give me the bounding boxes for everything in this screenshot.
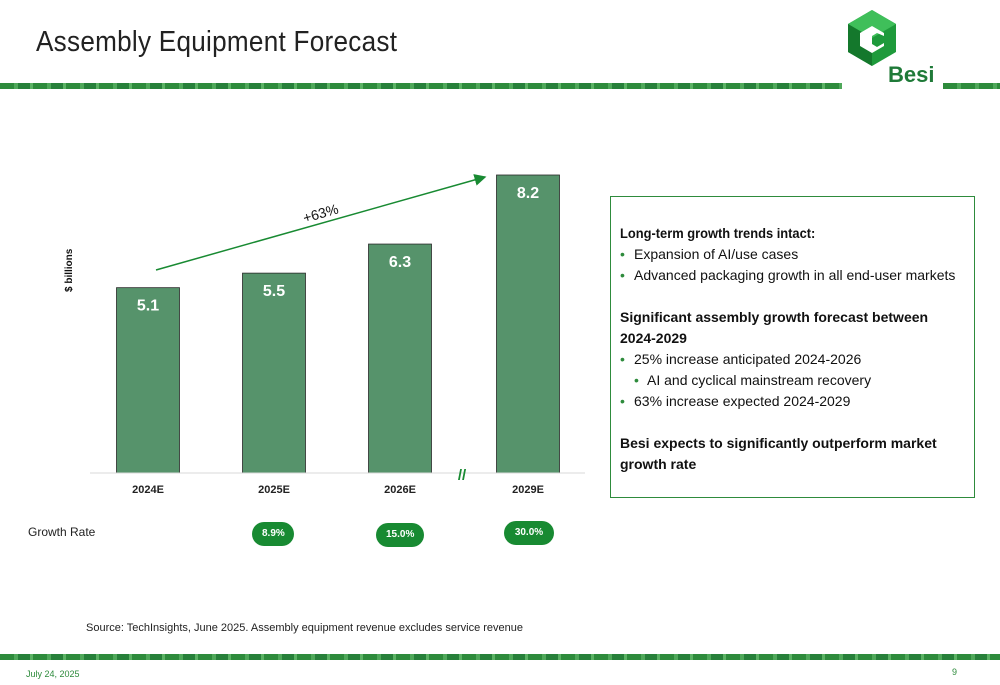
bar-value-label: 5.5	[263, 283, 285, 300]
key-point-bullet: Expansion of AI/use cases	[620, 244, 966, 265]
bar-2024E	[116, 287, 180, 474]
key-point-bullet: 25% increase anticipated 2024-2026	[620, 349, 966, 370]
bar-value-label: 5.1	[137, 298, 159, 315]
key-point-bullet: Advanced packaging growth in all end-use…	[620, 265, 966, 286]
top-divider-stripe-right	[943, 83, 1000, 89]
source-note: Source: TechInsights, June 2025. Assembl…	[86, 622, 523, 634]
bar-2029E	[496, 174, 560, 474]
x-tick-label: 2029E	[512, 484, 544, 496]
key-points-heading-forecast: Significant assembly growth forecast bet…	[620, 309, 929, 346]
growth-rate-pill-2029: 30.0%	[504, 521, 554, 545]
growth-rate-pill-2025: 8.9%	[252, 522, 294, 546]
x-tick-label: 2025E	[258, 484, 290, 496]
axis-break-mark: //	[458, 467, 467, 484]
y-axis-label: $ billions	[64, 248, 75, 292]
bar-value-label: 8.2	[517, 185, 539, 202]
slide-title: Assembly Equipment Forecast	[36, 26, 398, 58]
key-points-box: Long-term growth trends intact: Expansio…	[610, 196, 975, 498]
growth-rate-pill-2026: 15.0%	[376, 523, 424, 547]
forecast-bar-chart: 5.1 5.5 6.3 8.2 2024E 2025E 2026E 2029E +63% /…	[90, 174, 585, 496]
key-points-heading-outperform: Besi expects to significantly outperform…	[620, 435, 937, 472]
trend-label: +63%	[301, 201, 340, 226]
page-number: 9	[952, 667, 958, 677]
key-points-heading-trends: Long-term growth trends intact:	[620, 225, 816, 241]
besi-logo-icon	[848, 10, 896, 66]
key-point-sub-bullet: AI and cyclical mainstream recovery	[620, 370, 966, 391]
top-divider-stripe	[0, 83, 842, 89]
brand-name: Besi	[888, 62, 935, 87]
x-tick-label: 2024E	[132, 484, 164, 496]
footer-date: July 24, 2025	[26, 669, 80, 679]
key-point-bullet: 63% increase expected 2024-2029	[620, 391, 966, 412]
bar-2026E	[368, 243, 432, 474]
bar-value-label: 6.3	[389, 254, 411, 271]
trend-arrow	[155, 174, 487, 271]
x-tick-label: 2026E	[384, 484, 416, 496]
bar-2025E	[242, 272, 306, 474]
growth-rate-label: Growth Rate	[28, 525, 96, 539]
bottom-divider-stripe	[0, 654, 1000, 660]
